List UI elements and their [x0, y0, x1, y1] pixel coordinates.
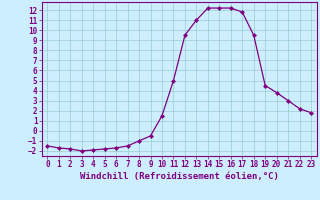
X-axis label: Windchill (Refroidissement éolien,°C): Windchill (Refroidissement éolien,°C): [80, 172, 279, 181]
